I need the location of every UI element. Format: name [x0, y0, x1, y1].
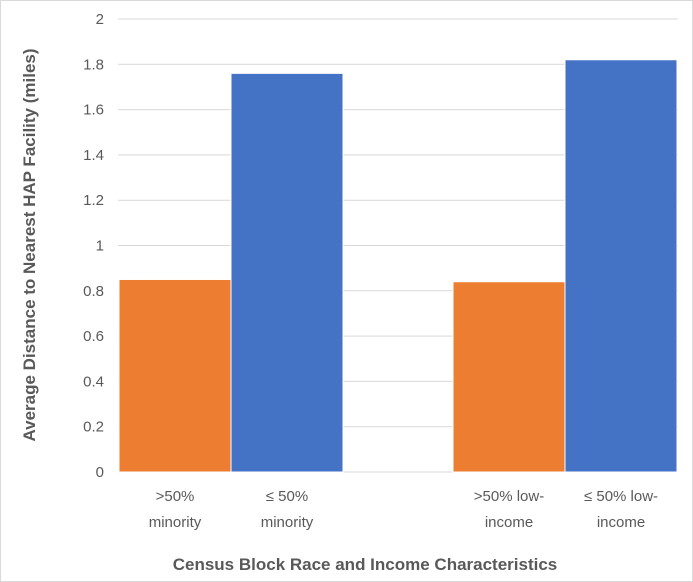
y-tick-label: 1.2 [83, 192, 104, 209]
x-category-label-line1: ≤ 50% low- [584, 488, 658, 505]
y-axis-title: Average Distance to Nearest HAP Facility… [20, 48, 39, 441]
y-tick-label: 1.8 [83, 56, 104, 73]
x-category-label-line1: >50% [156, 488, 195, 505]
bar [230, 72, 344, 473]
y-tick-label: 0.6 [83, 328, 104, 345]
x-category-label-line1: >50% low- [474, 488, 544, 505]
y-tick-labels: 0 0.2 0.4 0.6 0.8 1 1.2 1.4 1.6 1.8 2 [83, 11, 104, 481]
y-tick-label: 2 [96, 11, 104, 28]
y-tick-label: 1.4 [83, 147, 104, 164]
x-category-label-line1: ≤ 50% [266, 488, 308, 505]
y-tick-label: 0.4 [83, 373, 104, 390]
y-tick-label: 0 [96, 464, 104, 481]
bars [118, 59, 678, 473]
bar [564, 59, 678, 473]
x-category-labels: >50% minority ≤ 50% minority >50% low-income… [149, 488, 658, 531]
x-category-label-line2: minority [149, 514, 202, 531]
x-category-label-line2: minority [261, 514, 314, 531]
y-tick-label: 1 [96, 238, 104, 255]
x-category-label-line2: income [597, 514, 645, 531]
x-category-label-line2: income [485, 514, 533, 531]
y-tick-label: 0.2 [83, 419, 104, 436]
y-tick-label: 1.6 [83, 102, 104, 119]
bar [452, 281, 566, 473]
y-tick-label: 0.8 [83, 283, 104, 300]
x-axis-title: Census Block Race and Income Characteris… [173, 555, 558, 574]
bar [118, 278, 232, 473]
